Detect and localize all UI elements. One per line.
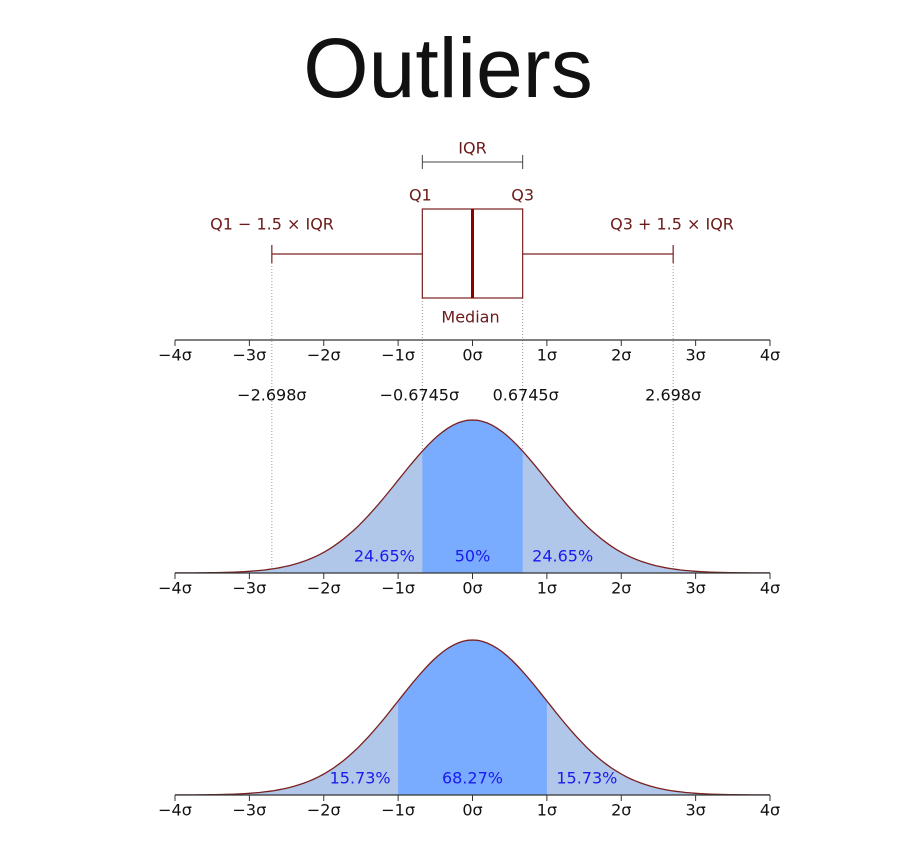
tick-label: 3σ xyxy=(685,346,705,365)
tick-label: 1σ xyxy=(537,346,557,365)
tick-label: −3σ xyxy=(233,346,267,365)
tick-label: 0σ xyxy=(462,801,482,820)
marker-label: −2.698σ xyxy=(237,386,306,405)
title: Outliers xyxy=(303,21,592,115)
tick-label: −3σ xyxy=(233,579,267,598)
tick-label: 0σ xyxy=(462,579,482,598)
percent-label: 68.27% xyxy=(442,769,503,788)
tick-label: −4σ xyxy=(158,346,192,365)
tick-label: −1σ xyxy=(381,346,415,365)
tick-label: 3σ xyxy=(685,801,705,820)
lower-fence-label: Q1 − 1.5 × IQR xyxy=(210,215,334,234)
tick-label: 4σ xyxy=(760,579,780,598)
tick-label: 2σ xyxy=(611,346,631,365)
tick-label: 1σ xyxy=(537,801,557,820)
tick-label: 1σ xyxy=(537,579,557,598)
tick-label: 2σ xyxy=(611,801,631,820)
tick-label: −4σ xyxy=(158,579,192,598)
density-curve xyxy=(175,419,770,574)
density-curve xyxy=(175,639,770,796)
percent-label: 24.65% xyxy=(532,547,593,566)
tick-label: −2σ xyxy=(307,579,341,598)
center-area xyxy=(422,420,523,573)
tick-label: 3σ xyxy=(685,579,705,598)
percent-label: 24.65% xyxy=(354,547,415,566)
iqr-label: IQR xyxy=(458,139,486,158)
tick-label: 4σ xyxy=(760,346,780,365)
marker-label: 2.698σ xyxy=(645,386,701,405)
median-label: Median xyxy=(441,308,499,327)
upper-fence-label: Q3 + 1.5 × IQR xyxy=(610,215,734,234)
tick-label: −4σ xyxy=(158,801,192,820)
center-area xyxy=(398,640,547,795)
marker-label: 0.6745σ xyxy=(493,386,559,405)
marker-label: −0.6745σ xyxy=(380,386,460,405)
tick-label: 4σ xyxy=(760,801,780,820)
tick-label: −1σ xyxy=(381,579,415,598)
q1-label: Q1 xyxy=(409,186,432,205)
tick-label: 0σ xyxy=(462,346,482,365)
tick-label: −2σ xyxy=(307,801,341,820)
percent-label: 50% xyxy=(455,547,491,566)
percent-label: 15.73% xyxy=(556,769,617,788)
tick-label: 2σ xyxy=(611,579,631,598)
tick-label: −1σ xyxy=(381,801,415,820)
q3-label: Q3 xyxy=(511,186,534,205)
tick-label: −3σ xyxy=(233,801,267,820)
percent-label: 15.73% xyxy=(330,769,391,788)
tick-label: −2σ xyxy=(307,346,341,365)
